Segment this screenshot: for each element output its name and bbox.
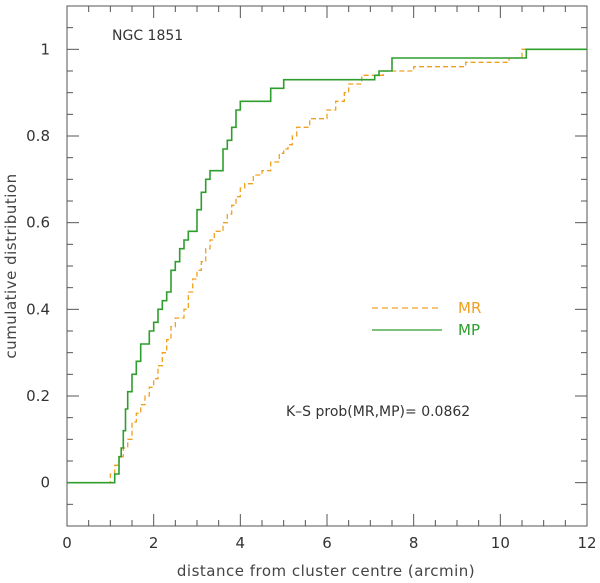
- legend-label-mr: MR: [458, 299, 481, 317]
- x-tick-label: 8: [409, 534, 419, 552]
- x-tick-label: 4: [236, 534, 246, 552]
- plot-frame: [66, 5, 588, 527]
- axis-tick-labels: 0 2 4 6 8 10 12 0 0.2 0.4 0.6 0.8 1: [26, 40, 596, 552]
- x-tick-label: 12: [577, 534, 596, 552]
- y-tick-label: 0: [40, 474, 50, 492]
- x-tick-label: 0: [62, 534, 72, 552]
- y-tick-label: 0.8: [26, 127, 50, 145]
- y-axis-label: cumulative distribution: [2, 173, 20, 358]
- x-tick-label: 2: [149, 534, 159, 552]
- y-tick-label: 0.6: [26, 214, 50, 232]
- data-series: [67, 48, 587, 484]
- series-line-mp: [67, 48, 587, 484]
- x-axis-label: distance from cluster centre (arcmin): [177, 562, 475, 580]
- legend: MR MP: [372, 299, 481, 339]
- y-tick-label: 0.4: [26, 300, 50, 318]
- legend-label-mp: MP: [458, 321, 480, 339]
- chart-title: NGC 1851: [112, 28, 183, 44]
- y-tick-label: 0.2: [26, 387, 50, 405]
- series-line-mr: [67, 48, 587, 484]
- axis-ticks: [66, 5, 588, 527]
- y-tick-label: 1: [40, 40, 50, 58]
- ks-annotation: K–S prob(MR,MP)= 0.0862: [286, 404, 470, 420]
- x-tick-label: 10: [491, 534, 510, 552]
- x-tick-label: 6: [322, 534, 332, 552]
